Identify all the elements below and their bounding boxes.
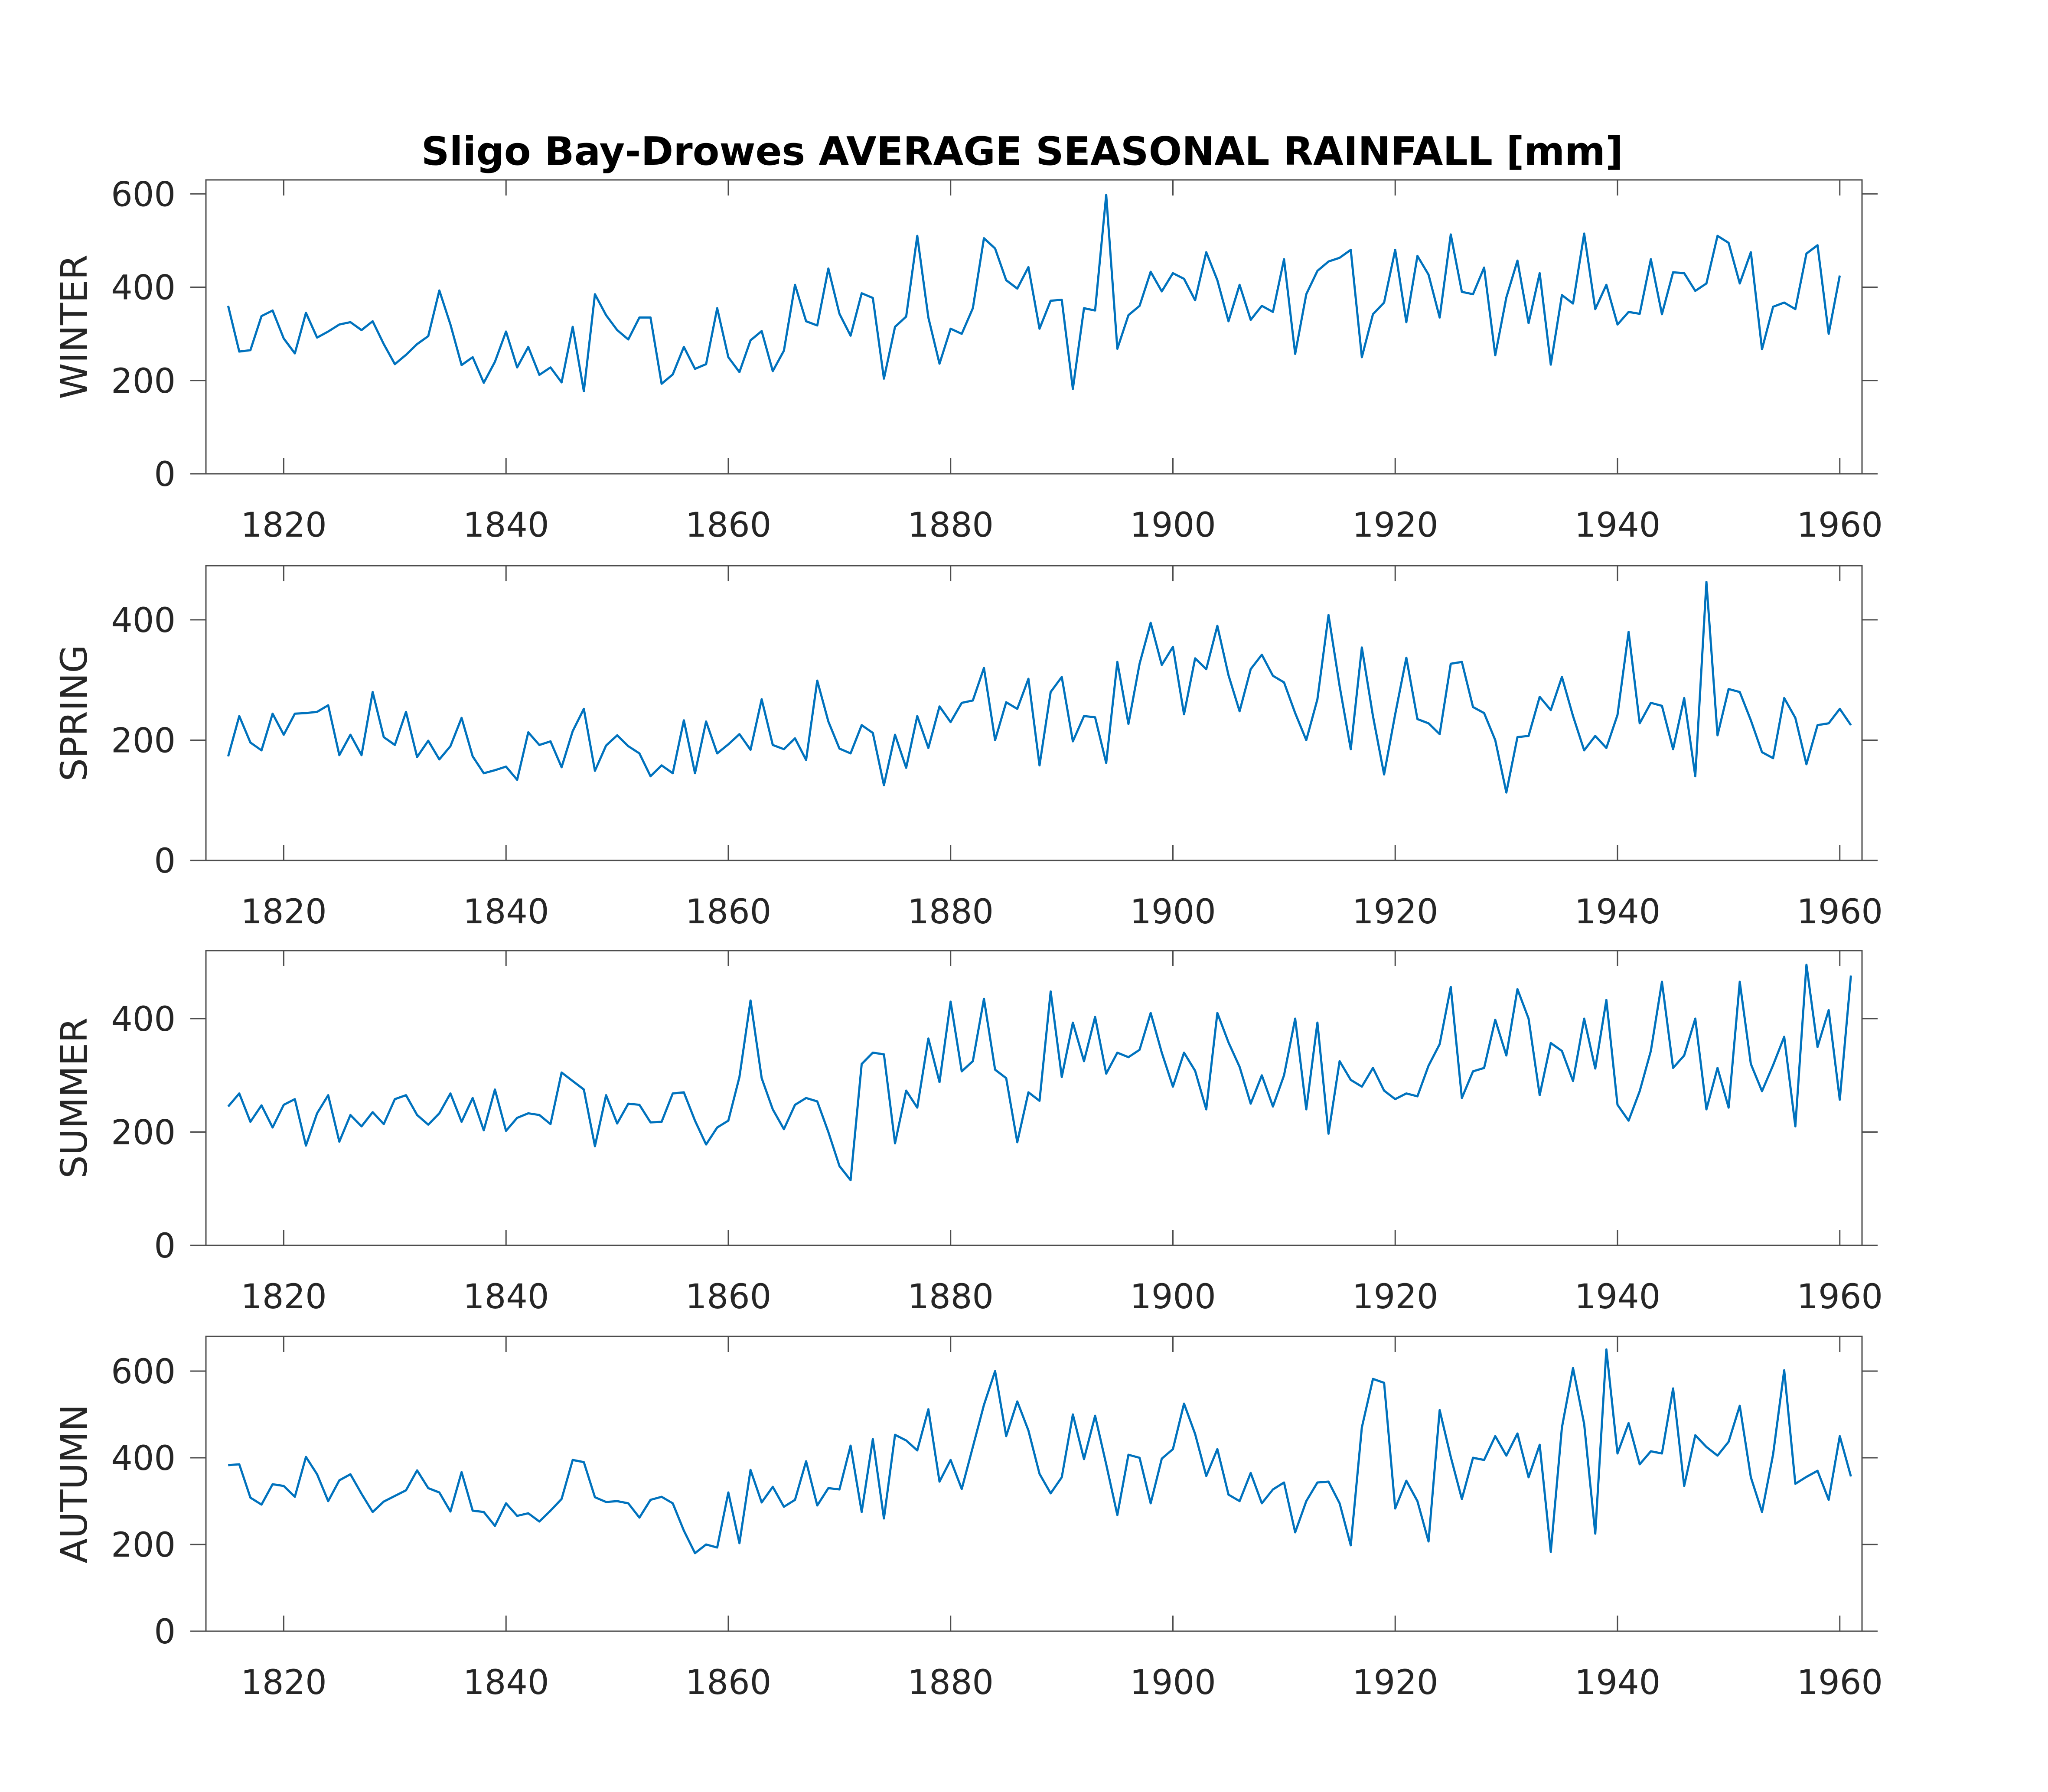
summer-xtick-label-1880: 1880 bbox=[907, 1277, 994, 1316]
spring-series-line bbox=[227, 581, 1852, 794]
winter-xtick-label-1920: 1920 bbox=[1352, 506, 1438, 545]
summer-xtick-label-1960: 1960 bbox=[1797, 1277, 1883, 1316]
spring-axes-box bbox=[205, 565, 1863, 861]
winter-series-line bbox=[227, 193, 1841, 392]
summer-ytick-label-0: 0 bbox=[154, 1227, 176, 1266]
autumn-series-line bbox=[228, 1348, 1852, 1554]
chart-title: Sligo Bay-Drowes AVERAGE SEASONAL RAINFA… bbox=[421, 129, 1623, 174]
summer-xtick-label-1820: 1820 bbox=[241, 1277, 327, 1316]
panel-autumn: 1820 1840 1860 1880 1900 1920 1940 1960 0 200 400 6… bbox=[53, 1336, 1883, 1702]
summer-xtick-label-1940: 1940 bbox=[1575, 1277, 1661, 1316]
winter-xtick-label-1940: 1940 bbox=[1575, 506, 1661, 545]
winter-xtick-label-1900: 1900 bbox=[1130, 506, 1216, 545]
autumn-ytick-label-400: 400 bbox=[111, 1439, 176, 1478]
panel-summer: 1820 1840 1860 1880 1900 1920 1940 1960 0 200 400 S… bbox=[53, 950, 1883, 1316]
summer-axes-box bbox=[205, 950, 1863, 1246]
panel-spring: 1820 1840 1860 1880 1900 1920 1940 1960 0 200 400 S… bbox=[53, 565, 1883, 932]
winter-ytick-label-400: 400 bbox=[111, 269, 176, 308]
spring-xtick-label-1940: 1940 bbox=[1575, 893, 1661, 932]
autumn-ytick-label-0: 0 bbox=[154, 1613, 176, 1652]
winter-xtick-label-1880: 1880 bbox=[907, 506, 994, 545]
spring-xtick-label-1880: 1880 bbox=[907, 893, 994, 932]
spring-xtick-label-1820: 1820 bbox=[241, 893, 327, 932]
winter-xtick-label-1820: 1820 bbox=[241, 506, 327, 545]
autumn-axes-box bbox=[205, 1336, 1863, 1632]
winter-xtick-label-1960: 1960 bbox=[1797, 506, 1883, 545]
winter-ytick-label-600: 600 bbox=[111, 175, 176, 214]
spring-xtick-label-1920: 1920 bbox=[1352, 893, 1438, 932]
winter-xtick-label-1840: 1840 bbox=[463, 506, 549, 545]
spring-ytick-label-0: 0 bbox=[154, 842, 176, 881]
winter-axes-box bbox=[205, 179, 1863, 475]
autumn-xtick-label-1900: 1900 bbox=[1130, 1663, 1216, 1702]
summer-ytick-label-200: 200 bbox=[111, 1113, 176, 1152]
autumn-ytick-label-600: 600 bbox=[111, 1352, 176, 1391]
spring-ytick-label-200: 200 bbox=[111, 721, 176, 760]
spring-ylabel: SPRING bbox=[53, 645, 95, 781]
autumn-xtick-label-1860: 1860 bbox=[685, 1663, 772, 1702]
spring-xtick-label-1840: 1840 bbox=[463, 893, 549, 932]
autumn-xtick-label-1940: 1940 bbox=[1575, 1663, 1661, 1702]
summer-xtick-label-1900: 1900 bbox=[1130, 1277, 1216, 1316]
spring-ytick-label-400: 400 bbox=[111, 601, 176, 640]
spring-xtick-label-1960: 1960 bbox=[1797, 893, 1883, 932]
winter-ytick-label-0: 0 bbox=[154, 455, 176, 494]
autumn-xtick-label-1920: 1920 bbox=[1352, 1663, 1438, 1702]
summer-ytick-label-400: 400 bbox=[111, 1000, 176, 1039]
autumn-ylabel: AUTUMN bbox=[53, 1404, 95, 1563]
summer-xtick-label-1860: 1860 bbox=[685, 1277, 772, 1316]
summer-xtick-label-1840: 1840 bbox=[463, 1277, 549, 1316]
spring-xtick-label-1900: 1900 bbox=[1130, 893, 1216, 932]
winter-ytick-label-200: 200 bbox=[111, 362, 176, 401]
autumn-xtick-label-1880: 1880 bbox=[907, 1663, 994, 1702]
winter-ylabel: WINTER bbox=[53, 254, 95, 399]
panel-winter: 1820 1840 1860 1880 1900 1920 1940 1960 0 200 400 6… bbox=[53, 175, 1883, 545]
summer-ylabel: SUMMER bbox=[53, 1017, 95, 1178]
autumn-ytick-label-200: 200 bbox=[111, 1526, 176, 1565]
autumn-xtick-label-1820: 1820 bbox=[241, 1663, 327, 1702]
spring-xtick-label-1860: 1860 bbox=[685, 893, 772, 932]
winter-xtick-label-1860: 1860 bbox=[685, 506, 772, 545]
summer-series-line bbox=[227, 964, 1852, 1182]
autumn-xtick-label-1840: 1840 bbox=[463, 1663, 549, 1702]
autumn-xtick-label-1960: 1960 bbox=[1797, 1663, 1883, 1702]
summer-xtick-label-1920: 1920 bbox=[1352, 1277, 1438, 1316]
